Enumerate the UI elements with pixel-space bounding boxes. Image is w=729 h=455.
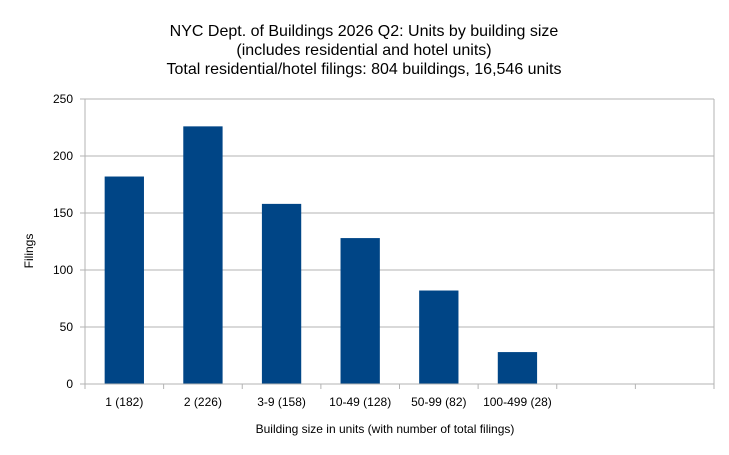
- x-tick-label: 3-9 (158): [257, 395, 306, 409]
- bar: [340, 238, 380, 384]
- bars: [104, 126, 538, 385]
- x-tick-label: 1 (182): [105, 395, 143, 409]
- y-tick-label: 150: [53, 206, 73, 220]
- x-axis-title: Building size in units (with number of t…: [256, 422, 515, 436]
- y-tick-label: 0: [66, 377, 73, 391]
- y-axis-title: Filings: [22, 234, 36, 269]
- axes: [80, 98, 715, 389]
- bar: [183, 126, 223, 385]
- title-line-2: (includes residential and hotel units): [236, 42, 491, 59]
- bar: [104, 176, 144, 384]
- y-tick-label: 200: [53, 149, 73, 163]
- x-tick-labels: 1 (182) 2 (226) 3-9 (158) 10-49 (128) 50-99 …: [105, 395, 552, 409]
- bar: [497, 352, 538, 384]
- y-tick-label: 100: [53, 263, 73, 277]
- bar: [261, 203, 302, 384]
- chart-title: NYC Dept. of Buildings 2026 Q2: Units by…: [167, 23, 562, 78]
- gridlines: [85, 98, 714, 328]
- y-tick-labels: 0 50 100 150 200 250: [53, 92, 73, 391]
- y-tick-label: 250: [53, 92, 73, 106]
- x-tick-label: 50-99 (82): [411, 395, 466, 409]
- title-line-3: Total residential/hotel filings: 804 bui…: [167, 61, 562, 78]
- x-tick-label: 100-499 (28): [483, 395, 552, 409]
- title-line-1: NYC Dept. of Buildings 2026 Q2: Units by…: [170, 23, 559, 40]
- bar: [419, 290, 459, 384]
- x-tick-label: 2 (226): [184, 395, 222, 409]
- y-tick-label: 50: [60, 320, 74, 334]
- x-tick-label: 10-49 (128): [329, 395, 391, 409]
